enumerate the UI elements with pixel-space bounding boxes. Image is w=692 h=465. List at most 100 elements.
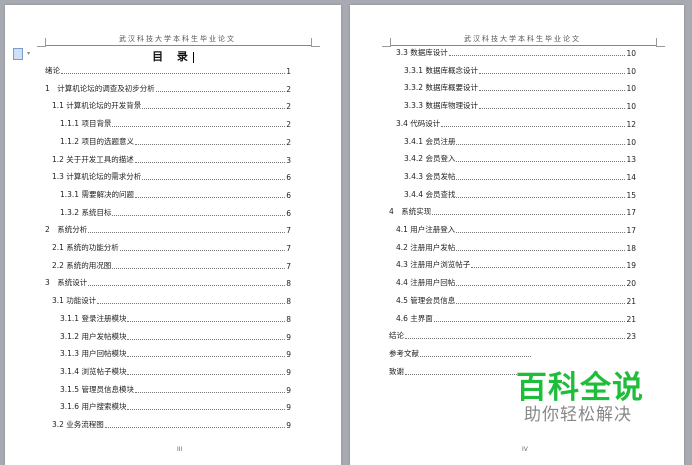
dot-leader xyxy=(478,72,626,74)
toc-entry[interactable]: 致谢 xyxy=(389,365,532,377)
toc-entry[interactable]: 4.6 主界面 21 xyxy=(396,312,636,324)
toc-entry[interactable]: 3.1.1 登录注册模块 8 xyxy=(60,312,291,324)
toc-entry-page: 23 xyxy=(626,332,636,342)
toc-entry[interactable]: 3.1 功能设计 8 xyxy=(52,294,291,306)
toc-entry[interactable]: 3.4.2 会员登入 13 xyxy=(404,152,636,164)
toc-entry[interactable]: 1.3 计算机论坛的需求分析 6 xyxy=(52,170,291,182)
toc-entry-title: 3.1 功能设计 xyxy=(52,296,97,306)
text-cursor xyxy=(192,51,194,63)
toc-entry[interactable]: 1.2 关于开发工具的描述 3 xyxy=(52,153,291,165)
page-number: IV xyxy=(522,446,528,453)
dot-leader xyxy=(441,125,626,127)
margin-corner xyxy=(37,38,46,47)
toc-entry[interactable]: 3.3.2 数据库概要设计 10 xyxy=(404,81,636,93)
toc-entry-page: 13 xyxy=(626,155,636,165)
toc-entry[interactable]: 3.1.6 用户搜索模块 9 xyxy=(60,400,291,412)
toc-entry[interactable]: 4.3 注册用户浏览帖子 19 xyxy=(396,258,636,270)
page-number: III xyxy=(177,446,183,453)
toc-entry-title: 致谢 xyxy=(389,366,404,376)
toc-entry-page: 9 xyxy=(286,367,291,377)
toc-entry-page: 7 xyxy=(286,261,291,271)
toc-entry[interactable]: 3.4.4 会员查找 15 xyxy=(404,188,636,200)
margin-corner xyxy=(311,38,320,47)
toc-entry[interactable]: 3.1.4 浏览帖子模块 9 xyxy=(60,365,291,377)
dot-leader xyxy=(112,267,286,269)
toc-entry-title: 3.1.6 用户搜索模块 xyxy=(60,402,127,412)
toc-entry-title: 3.1.1 登录注册模块 xyxy=(60,313,127,323)
toc-entry[interactable]: 结论 23 xyxy=(389,329,636,341)
toc-entry-page: 2 xyxy=(286,120,291,130)
toc-entry[interactable]: 1.1 计算机论坛的开发背景 2 xyxy=(52,99,291,111)
toc-entry-page: 18 xyxy=(626,243,636,253)
toc-entry[interactable]: 1.1.2 项目的选题意义 2 xyxy=(60,135,291,147)
watermark-logo: 百科全说 xyxy=(516,370,644,406)
toc-entry[interactable]: 3.4 代码设计 12 xyxy=(396,117,636,129)
toc-entry[interactable]: 3.2 业务流程图 9 xyxy=(52,418,291,430)
watermark-slogan: 助你轻松解决 xyxy=(524,405,632,425)
toc-entry-title: 3.2 业务流程图 xyxy=(52,420,104,429)
dot-leader xyxy=(405,338,626,340)
dot-leader xyxy=(478,90,626,92)
toc-entry[interactable]: 2 系统分析 7 xyxy=(45,223,291,235)
toc-entry-title: 结论 xyxy=(389,331,404,341)
dot-leader xyxy=(155,90,286,92)
toc-entry-page: 7 xyxy=(286,244,291,253)
page-header: 武汉科技大学本科生毕业论文 xyxy=(464,35,581,43)
toc-entry[interactable]: 2.1 系统的功能分析 7 xyxy=(52,241,291,253)
toc-entry-title: 参考文献 xyxy=(389,348,419,358)
toc-entry-title: 2.2 系统的用况图 xyxy=(52,260,112,270)
toc-entry-page: 8 xyxy=(286,279,291,289)
toc-entry-page: 1 xyxy=(286,67,291,76)
toc-entry[interactable]: 1.1.1 项目背景 2 xyxy=(60,117,291,129)
dot-leader xyxy=(127,409,286,411)
toc-entry[interactable]: 4.4 注册用户回帖 20 xyxy=(396,276,636,288)
dot-leader xyxy=(456,143,626,145)
toc-entry[interactable]: 3.1.3 用户回帖模块 9 xyxy=(60,347,291,359)
toc-entry-title: 1.1.2 项目的选题意义 xyxy=(60,136,134,146)
toc-entry[interactable]: 1 计算机论坛的调查及初步分析 2 xyxy=(45,82,291,94)
toc-entry[interactable]: 3.3.3 数据库物理设计 10 xyxy=(404,99,636,111)
toc-entry-page: 9 xyxy=(286,403,291,413)
toc-entry-title: 1 计算机论坛的调查及初步分析 xyxy=(45,83,155,93)
toc-entry[interactable]: 1.3.2 系统目标 6 xyxy=(60,206,291,218)
toc-entry-title: 4.2 注册用户发帖 xyxy=(396,242,456,252)
dropdown-arrow-icon[interactable]: ▾ xyxy=(27,50,31,57)
dot-leader xyxy=(471,267,626,269)
toc-entry[interactable]: 4.5 管理会员信息 21 xyxy=(396,294,636,306)
toc-entry[interactable]: 4.1 用户注册登入 17 xyxy=(396,223,636,235)
toc-entry[interactable]: 1.3.1 需要解决的问题 6 xyxy=(60,188,291,200)
toc-entry-title: 3 系统设计 xyxy=(45,278,88,288)
dot-leader xyxy=(420,355,531,357)
toc-entry-title: 1.1.1 项目背景 xyxy=(60,119,112,129)
toc-entry[interactable]: 3.4.3 会员发帖 14 xyxy=(404,170,636,182)
toc-entry[interactable]: 3 系统设计 8 xyxy=(45,276,291,288)
toc-entry-page: 21 xyxy=(626,296,636,306)
header-line xyxy=(390,45,656,46)
dot-leader xyxy=(433,320,626,322)
toc-entry[interactable]: 3.3 数据库设计 10 xyxy=(396,46,636,58)
toc-entry[interactable]: 3.1.5 管理员信息模块 9 xyxy=(60,383,291,395)
toc-entry-page: 10 xyxy=(626,102,636,112)
toc-entry[interactable]: 绪论 1 xyxy=(45,64,291,76)
toc-entry-page: 9 xyxy=(286,350,291,360)
toc-entry[interactable]: 参考文献 xyxy=(389,347,532,359)
toc-entry[interactable]: 4.2 注册用户发帖 18 xyxy=(396,241,636,253)
toc-entry-page: 17 xyxy=(626,208,636,218)
dot-leader xyxy=(456,161,626,163)
toc-entry-page: 10 xyxy=(626,49,636,58)
dot-leader xyxy=(127,373,286,375)
paste-options-icon[interactable] xyxy=(13,48,23,60)
toc-entry[interactable]: 3.4.1 会员注册 10 xyxy=(404,135,636,147)
toc-entry-title: 3.4.3 会员发帖 xyxy=(404,171,456,181)
toc-entry[interactable]: 4 系统实现 17 xyxy=(389,205,636,217)
toc-entry-title: 3.3.2 数据库概要设计 xyxy=(404,83,478,93)
toc-entry[interactable]: 3.1.2 用户发帖模块 9 xyxy=(60,330,291,342)
dot-leader xyxy=(456,232,626,233)
dot-leader xyxy=(134,161,286,163)
toc-entry[interactable]: 2.2 系统的用况图 7 xyxy=(52,259,291,271)
toc-entry-page: 10 xyxy=(626,137,636,147)
toc-entry[interactable]: 3.3.1 数据库概念设计 10 xyxy=(404,64,636,76)
toc-entry-page: 2 xyxy=(286,102,291,112)
dot-leader xyxy=(134,143,286,145)
dot-leader xyxy=(127,338,286,340)
